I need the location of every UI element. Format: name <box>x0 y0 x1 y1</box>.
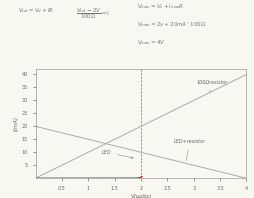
Text: 100Ωresistor: 100Ωresistor <box>196 80 228 93</box>
Text: LED: LED <box>102 150 133 159</box>
Text: $2(V_d)$: $2(V_d)$ <box>135 195 147 198</box>
Text: $V_{tot} = V_d + IR$: $V_{tot} = V_d + IR$ <box>18 6 54 15</box>
X-axis label: V(volts): V(volts) <box>130 194 152 198</box>
Y-axis label: I(mA): I(mA) <box>14 116 19 131</box>
Text: $V_{max} = 2v + 20mA \cdot 100\Omega$: $V_{max} = 2v + 20mA \cdot 100\Omega$ <box>137 20 206 29</box>
Text: LED+resistor: LED+resistor <box>174 139 206 161</box>
Text: $\dfrac{V_{tot}-2V}{100\Omega} = I$: $\dfrac{V_{tot}-2V}{100\Omega} = I$ <box>76 6 110 21</box>
Text: $V_{max} = V_s + I_{max}R$: $V_{max} = V_s + I_{max}R$ <box>137 2 184 11</box>
Text: $V_{max} = 4V$: $V_{max} = 4V$ <box>137 38 166 47</box>
